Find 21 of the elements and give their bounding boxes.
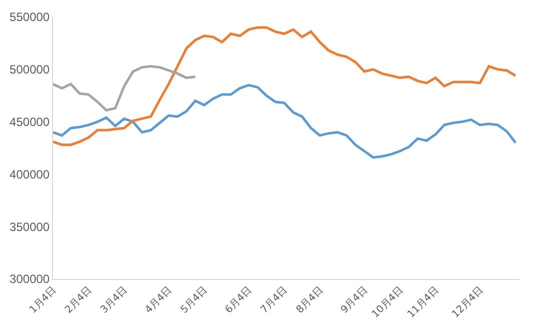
y-tick-label: 450000 <box>10 115 50 129</box>
x-tick-label: 12月4日 <box>450 284 486 320</box>
y-tick-label: 500000 <box>10 62 50 77</box>
x-tick-label: 1月4日 <box>28 284 59 316</box>
x-tick-label: 9月4日 <box>339 284 370 316</box>
y-tick-label: 300000 <box>10 272 50 286</box>
y-tick-label: 550000 <box>10 10 50 24</box>
line-series <box>53 65 197 112</box>
x-tick-label: 10月4日 <box>370 284 406 320</box>
line-series <box>53 84 517 159</box>
x-tick-label: 3月4日 <box>98 284 130 316</box>
x-tick-label: 7月4日 <box>259 284 290 316</box>
x-tick-label: 11月4日 <box>406 284 442 320</box>
x-tick-label: 2月4日 <box>63 284 94 316</box>
line-series <box>53 26 517 146</box>
x-tick-label: 8月4日 <box>294 284 326 316</box>
y-tick-label: 350000 <box>10 220 50 234</box>
x-tick-label: 6月4日 <box>223 284 254 316</box>
x-tick-label: 4月4日 <box>143 284 174 316</box>
x-tick-label: 5月4日 <box>178 284 210 316</box>
y-tick-label: 400000 <box>10 167 50 182</box>
